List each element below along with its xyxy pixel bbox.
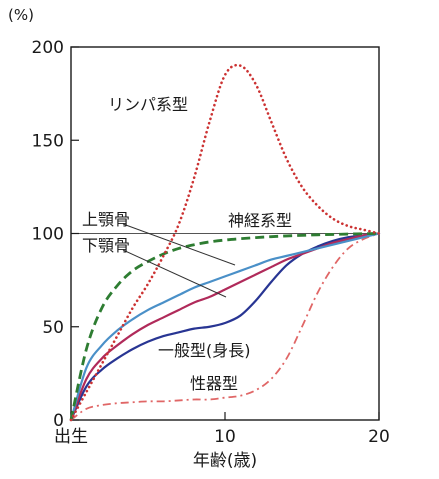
series-line-neural — [69, 232, 380, 421]
series-line-genital — [70, 232, 380, 421]
series-label-neural: 神経系型 — [228, 211, 292, 230]
y-tick-label-200: 200 — [32, 38, 64, 58]
y-tick-label-100: 100 — [32, 225, 64, 245]
y-axis: 0 50 100 150 200 — [32, 38, 79, 431]
series-label-mandible: 下顎骨 — [82, 236, 130, 255]
y-tick-label-150: 150 — [32, 131, 64, 151]
x-tick-label-10: 10 — [214, 427, 236, 447]
x-axis-title: 年齢(歳) — [193, 451, 257, 471]
series-line-mandible — [69, 232, 381, 422]
x-tick-label-20: 20 — [368, 427, 390, 447]
y-axis-unit: (%) — [8, 6, 34, 24]
y-tick-label-50: 50 — [42, 318, 64, 338]
x-tick-label-birth: 出生 — [54, 427, 88, 447]
series-line-lymphoid — [69, 63, 381, 422]
series-line-maxilla — [69, 232, 381, 422]
leader-line-maxilla — [122, 223, 236, 266]
x-axis: 出生 10 20 — [54, 412, 390, 447]
series-label-lymphoid: リンパ系型 — [108, 95, 188, 114]
y-tick-label-0: 0 — [53, 411, 64, 431]
series-label-general-height: 一般型(身長) — [158, 341, 251, 360]
series-line-general-height — [69, 232, 381, 422]
leader-line-mandible — [122, 249, 227, 298]
series-label-maxilla: 上顎骨 — [82, 210, 130, 229]
series-lines — [69, 63, 381, 422]
series-label-genital: 性器型 — [190, 374, 238, 393]
